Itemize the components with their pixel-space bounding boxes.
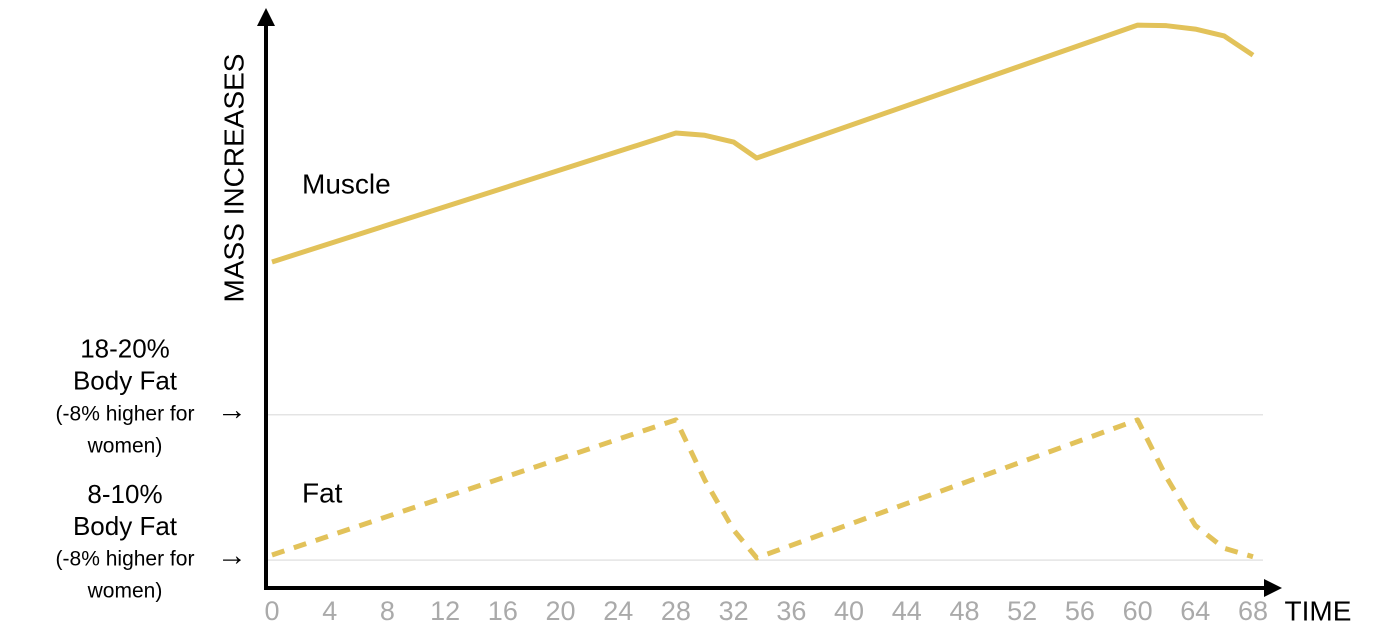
x-tick-label: 0	[264, 596, 279, 626]
y-tick-label: 8-10%	[87, 479, 162, 509]
x-tick-label: 52	[1007, 596, 1037, 626]
x-tick-label: 64	[1180, 596, 1210, 626]
x-axis-label: TIME	[1285, 595, 1352, 626]
y-tick-label: Body Fat	[73, 511, 178, 541]
series-line	[271, 22, 1255, 265]
x-tick-label: 8	[380, 596, 395, 626]
x-tick-label: 20	[546, 596, 576, 626]
x-tick-label: 12	[430, 596, 460, 626]
y-tick-label: women)	[87, 434, 163, 457]
x-tick-label: 56	[1065, 596, 1095, 626]
x-tick-label: 40	[834, 596, 864, 626]
tick-arrow: →	[217, 394, 247, 427]
y-axis-label: MASS INCREASES	[218, 54, 249, 303]
y-tick-label: (-8% higher for	[56, 548, 195, 571]
x-tick-label: 36	[776, 596, 806, 626]
x-tick-label: 16	[488, 596, 518, 626]
series-label: Muscle	[302, 168, 391, 199]
y-tick-label: 18-20%	[80, 334, 170, 364]
x-tick-label: 68	[1238, 596, 1268, 626]
series-line	[271, 417, 1254, 561]
x-tick-label: 48	[949, 596, 979, 626]
x-tick-label: 60	[1123, 596, 1153, 626]
y-axis-arrow	[257, 8, 275, 26]
x-tick-label: 32	[719, 596, 749, 626]
y-tick-label: women)	[87, 580, 163, 603]
y-tick-label: Body Fat	[73, 366, 178, 396]
tick-arrow: →	[217, 539, 247, 572]
x-tick-label: 28	[661, 596, 691, 626]
x-axis-arrow	[1264, 579, 1282, 597]
y-tick-label: (-8% higher for	[56, 402, 195, 425]
x-tick-label: 44	[892, 596, 922, 626]
x-tick-label: 4	[322, 596, 337, 626]
series-label: Fat	[302, 477, 343, 508]
x-tick-label: 24	[603, 596, 633, 626]
